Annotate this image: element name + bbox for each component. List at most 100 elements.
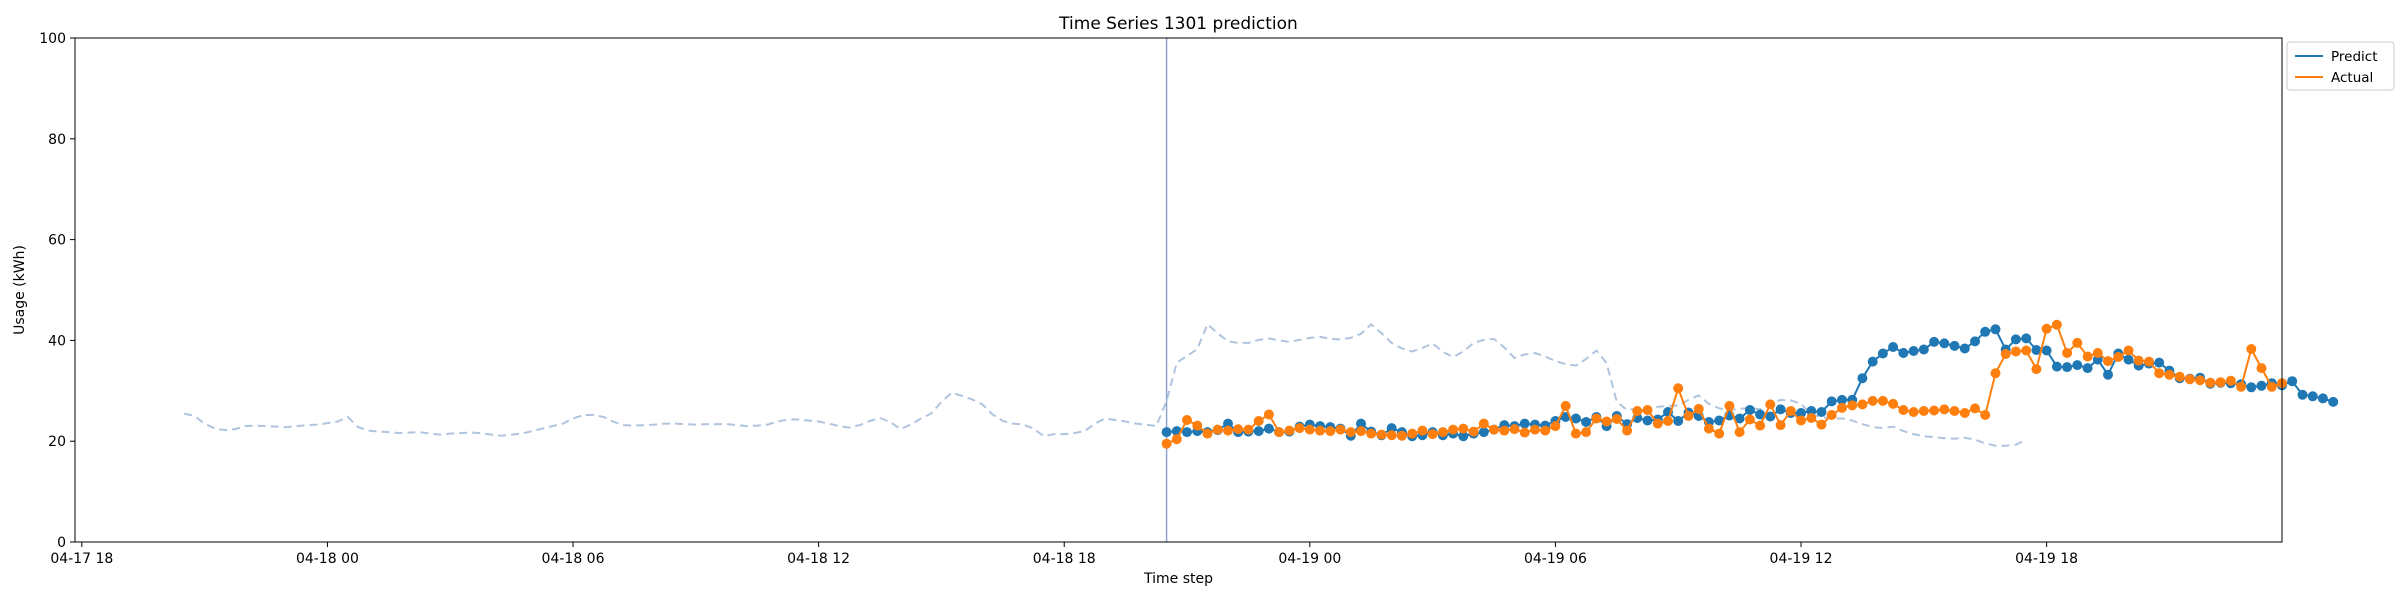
data-point-actual xyxy=(1939,404,1950,415)
data-point-predict xyxy=(1755,409,1766,420)
data-point-actual xyxy=(1530,424,1540,435)
data-point-predict xyxy=(1386,423,1397,434)
data-point-predict xyxy=(1581,417,1592,427)
plot-area xyxy=(183,38,2339,542)
data-point-predict xyxy=(1918,344,1929,355)
data-point-actual xyxy=(1161,438,1172,449)
data-point-actual xyxy=(1693,403,1704,414)
data-point-actual xyxy=(1744,414,1755,425)
x-tick-label: 04-19 06 xyxy=(1524,551,1587,567)
data-point-actual xyxy=(1478,418,1489,429)
data-point-actual xyxy=(1775,420,1786,431)
data-point-actual xyxy=(1806,413,1817,423)
data-point-predict xyxy=(2021,333,2032,344)
data-point-predict xyxy=(1826,396,1837,407)
data-point-predict xyxy=(1570,413,1581,424)
data-point-actual xyxy=(2154,368,2165,379)
data-point-actual xyxy=(1468,426,1479,437)
legend: Predict Actual xyxy=(2286,41,2395,91)
data-point-actual xyxy=(1755,420,1766,431)
data-point-predict xyxy=(1877,348,1888,359)
legend-label-predict: Predict xyxy=(2331,49,2378,65)
data-point-actual xyxy=(1212,424,1223,435)
data-point-actual xyxy=(1959,408,1970,418)
data-point-actual xyxy=(1284,425,1295,436)
data-point-actual xyxy=(1734,427,1745,438)
data-point-actual xyxy=(1233,424,1244,435)
data-point-predict xyxy=(1744,405,1755,415)
data-point-actual xyxy=(1540,425,1551,436)
data-point-actual xyxy=(1765,399,1776,410)
chart-title: Time Series 1301 prediction xyxy=(1058,14,1298,34)
data-point-predict xyxy=(2072,360,2083,371)
data-point-actual xyxy=(1294,423,1305,434)
data-point-actual xyxy=(1642,405,1653,415)
data-point-actual xyxy=(1908,407,1919,417)
data-point-predict xyxy=(2123,354,2134,365)
data-point-actual xyxy=(1847,400,1858,411)
data-point-predict xyxy=(1888,342,1899,352)
data-point-actual xyxy=(1202,428,1213,439)
data-point-actual xyxy=(2174,371,2185,382)
data-point-predict xyxy=(2256,380,2267,391)
data-point-predict xyxy=(1642,415,1653,426)
data-point-predict xyxy=(1806,406,1817,416)
data-point-predict xyxy=(2154,357,2165,368)
data-point-predict xyxy=(2082,363,2093,374)
x-tick-label: 04-17 18 xyxy=(50,551,113,567)
y-tick-label: 40 xyxy=(48,333,66,349)
data-point-actual xyxy=(1509,424,1520,435)
data-point-actual xyxy=(2082,351,2093,362)
data-point-actual xyxy=(1315,425,1326,436)
data-point-actual xyxy=(1724,400,1735,411)
data-point-predict xyxy=(1980,326,1991,337)
data-point-predict xyxy=(2328,396,2339,407)
x-tick-label: 04-19 12 xyxy=(1770,551,1833,567)
data-point-actual xyxy=(1867,395,1878,406)
data-point-actual xyxy=(2010,346,2021,357)
data-point-predict xyxy=(2010,334,2021,345)
data-point-predict xyxy=(1908,346,1919,356)
legend-label-actual: Actual xyxy=(2331,70,2373,86)
x-tick-label: 04-19 18 xyxy=(2015,551,2078,567)
data-point-predict xyxy=(1949,340,1960,351)
data-point-actual xyxy=(1304,424,1315,435)
data-point-predict xyxy=(1734,413,1745,424)
y-tick-label: 100 xyxy=(39,31,66,47)
data-point-actual xyxy=(1263,409,1274,420)
data-point-actual xyxy=(1223,425,1233,436)
data-point-actual xyxy=(1591,413,1602,424)
data-point-predict xyxy=(2103,369,2113,380)
x-tick-label: 04-18 12 xyxy=(787,551,850,567)
data-point-actual xyxy=(1182,415,1192,425)
data-point-actual xyxy=(1796,415,1806,426)
data-point-actual xyxy=(1427,429,1438,440)
data-point-actual xyxy=(1253,416,1264,426)
data-point-actual xyxy=(1396,430,1407,441)
data-point-actual xyxy=(1663,416,1673,426)
data-point-predict xyxy=(1867,356,1878,367)
data-point-actual xyxy=(2092,348,2103,358)
data-point-actual xyxy=(1683,411,1694,421)
data-point-actual xyxy=(2113,352,2124,362)
data-point-predict xyxy=(1356,418,1366,429)
data-point-actual xyxy=(1335,424,1346,435)
data-point-actual xyxy=(2031,364,2042,375)
data-point-predict xyxy=(1161,427,1172,438)
x-tick-label: 04-18 00 xyxy=(296,551,359,567)
data-point-actual xyxy=(1519,427,1530,438)
x-tick-label: 04-18 06 xyxy=(542,551,605,567)
data-point-predict xyxy=(1458,431,1469,442)
data-point-actual xyxy=(1550,421,1561,432)
data-point-actual xyxy=(2000,349,2011,359)
data-point-actual xyxy=(1918,406,1929,416)
data-point-actual xyxy=(1243,424,1254,435)
data-point-actual xyxy=(1611,414,1622,424)
data-point-predict xyxy=(1223,418,1233,429)
history-line xyxy=(183,322,2027,447)
x-tick-label: 04-18 18 xyxy=(1033,551,1096,567)
data-point-actual xyxy=(1366,428,1377,439)
data-point-actual xyxy=(1857,399,1868,410)
data-point-actual xyxy=(1356,426,1366,437)
data-point-predict xyxy=(1929,336,1940,347)
